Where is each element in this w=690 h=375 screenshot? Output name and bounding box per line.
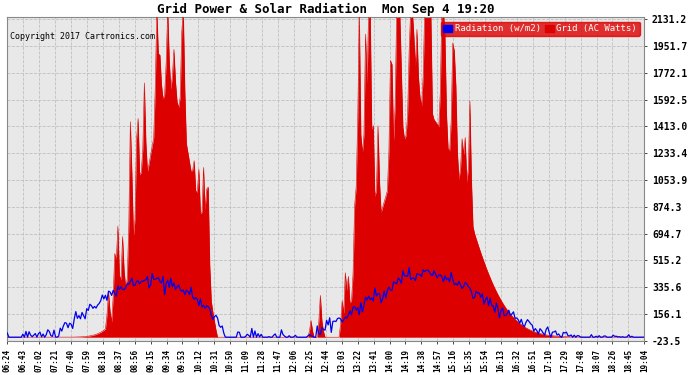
Text: Copyright 2017 Cartronics.com: Copyright 2017 Cartronics.com: [10, 32, 155, 41]
Legend: Radiation (w/m2), Grid (AC Watts): Radiation (w/m2), Grid (AC Watts): [441, 21, 640, 36]
Title: Grid Power & Solar Radiation  Mon Sep 4 19:20: Grid Power & Solar Radiation Mon Sep 4 1…: [157, 3, 495, 16]
